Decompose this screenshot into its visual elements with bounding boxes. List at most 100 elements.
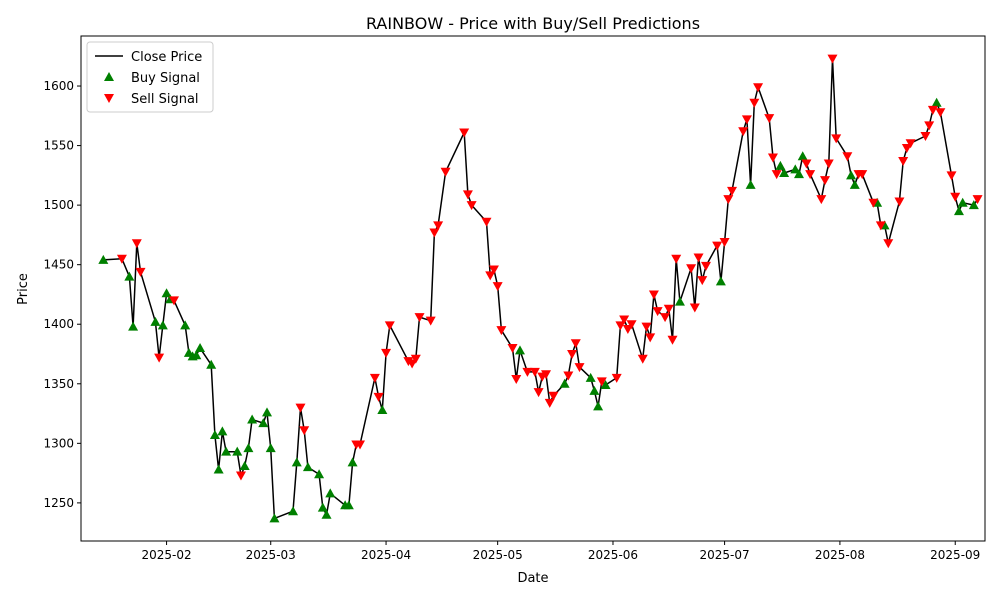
buy-signal-marker (674, 296, 685, 306)
sell-signal-marker (946, 171, 957, 181)
sell-signal-marker (767, 153, 778, 163)
sell-signal-marker (369, 373, 380, 383)
sell-signal-marker (697, 276, 708, 286)
sell-signal-marker (693, 253, 704, 263)
sell-signal-marker (154, 353, 165, 363)
sell-signal-marker (663, 304, 674, 314)
buy-signal-marker (161, 288, 172, 298)
sell-signal-marker (522, 367, 533, 377)
buy-signal-marker (180, 320, 191, 330)
buy-signal-marker (98, 254, 109, 264)
sell-signal-marker (801, 159, 812, 169)
buy-signal-marker (325, 488, 336, 498)
buy-signal-marker (321, 509, 332, 519)
buy-signal-marker (217, 426, 228, 436)
sell-signal-marker (805, 170, 816, 180)
sell-signal-marker (440, 167, 451, 177)
buy-signal-marker (790, 164, 801, 174)
y-tick-label: 1500 (43, 198, 74, 212)
sell-signal-marker (727, 186, 738, 196)
sell-signal-marker (169, 296, 180, 306)
buy-signal-marker (559, 378, 570, 388)
buy-signal-marker (302, 462, 313, 472)
sell-signal-marker (425, 316, 436, 326)
sell-signal-marker (875, 221, 886, 231)
buy-signal-marker (957, 197, 968, 207)
sell-signal-marker (563, 371, 574, 381)
x-tick-label: 2025-09 (930, 548, 980, 562)
buy-signal-marker (745, 179, 756, 189)
sell-signal-marker (924, 121, 935, 131)
buy-signal-marker (846, 170, 857, 180)
sell-signal-marker (414, 313, 425, 323)
x-tick-label: 2025-05 (473, 548, 523, 562)
x-tick-label: 2025-08 (815, 548, 865, 562)
buy-signal-marker (775, 160, 786, 170)
close-price-line (103, 57, 979, 520)
buy-signal-marker (209, 429, 220, 439)
chart-title: RAINBOW - Price with Buy/Sell Prediction… (366, 14, 700, 33)
y-tick-label: 1400 (43, 317, 74, 331)
y-axis-ticks: 1250 1300 1350 1400 1450 1500 1550 1600 (43, 79, 81, 510)
sell-signal-marker (972, 195, 983, 205)
plot-area: 2025-02 2025-03 2025-04 2025-05 2025-06 2025-… (43, 35, 986, 562)
sell-signal-marker (764, 114, 775, 124)
sell-signal-marker (355, 440, 366, 450)
sell-signal-marker (700, 261, 711, 271)
sell-signal-marker (671, 254, 682, 264)
sell-signal-marker (820, 176, 831, 186)
x-tick-label: 2025-04 (361, 548, 411, 562)
sell-signal-marker (533, 388, 544, 398)
sell-signal-marker (116, 254, 127, 264)
sell-signal-marker (816, 195, 827, 205)
sell-signal-marker (131, 239, 142, 249)
sell-signal-marker (548, 391, 559, 401)
y-tick-label: 1600 (43, 79, 74, 93)
sell-signal-marker (667, 335, 678, 345)
sell-signal-marker (827, 54, 838, 64)
buy-signal-marker (150, 316, 161, 326)
buy-signal-marker (593, 401, 604, 411)
sell-signal-marker (373, 392, 384, 402)
sell-signal-marker (488, 265, 499, 275)
sell-signal-marker (410, 354, 421, 364)
buy-signal-marker (317, 502, 328, 512)
legend: Close Price Buy Signal Sell Signal (86, 41, 214, 113)
buy-signal-marker (953, 206, 964, 216)
x-axis-ticks: 2025-02 2025-03 2025-04 2025-05 2025-06 2025-… (141, 541, 980, 562)
sell-signal-marker (842, 152, 853, 162)
x-tick-label: 2025-03 (246, 548, 296, 562)
sell-signal-marker (407, 359, 418, 369)
x-tick-label: 2025-06 (588, 548, 638, 562)
buy-signal-marker (191, 350, 202, 360)
sell-signal-marker (771, 170, 782, 180)
sell-signal-marker (511, 375, 522, 385)
sell-signal-marker (652, 307, 663, 317)
buy-signal-marker (206, 359, 217, 369)
buy-signal-marker (793, 169, 804, 179)
buy-signal-marker (585, 372, 596, 382)
buy-signal-marker (314, 469, 325, 479)
y-tick-label: 1250 (43, 496, 74, 510)
sell-signal-marker (235, 471, 246, 481)
buy-signal-marker (262, 407, 273, 417)
buy-signal-marker (797, 151, 808, 161)
sell-signal-marker (645, 333, 656, 343)
sell-signal-marker (429, 228, 440, 238)
buy-signal-marker (247, 414, 258, 424)
buy-signal-marker (269, 513, 280, 523)
sell-signal-marker (570, 339, 581, 349)
sell-signal-marker (384, 321, 395, 331)
sell-signal-marker (433, 221, 444, 231)
sell-signal-marker (626, 320, 637, 330)
buy-signal-marker (347, 457, 358, 467)
sell-signal-marker (622, 324, 633, 334)
x-axis-label: Date (517, 571, 548, 586)
axes-frame (80, 35, 986, 542)
y-tick-label: 1550 (43, 139, 74, 153)
sell-signal-marker (823, 159, 834, 169)
sell-signal-marker (541, 370, 552, 380)
y-tick-label: 1300 (43, 436, 74, 450)
buy-signal-marker (968, 200, 979, 210)
